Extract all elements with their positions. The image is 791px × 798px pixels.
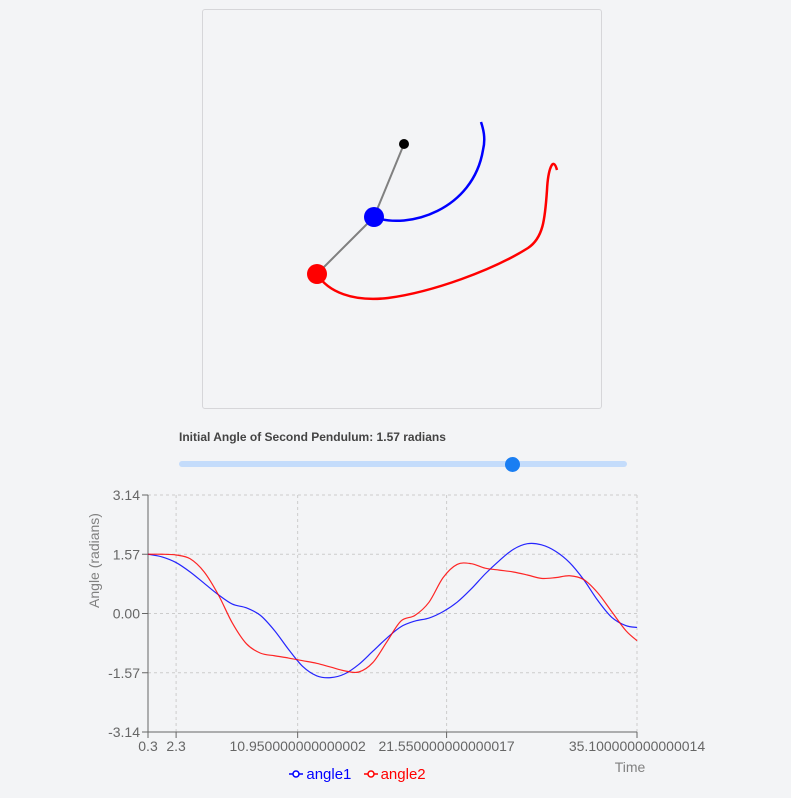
- x-tick-label-2: 10.950000000000002: [230, 738, 366, 754]
- bob-1[interactable]: [364, 207, 384, 227]
- series-line-angle1: [147, 542, 638, 679]
- y-axis-label: Angle (radians): [86, 513, 102, 608]
- legend-line-angle2-icon: [363, 770, 378, 778]
- legend-item-angle2[interactable]: angle2: [363, 765, 426, 783]
- slider-label: Initial Angle of Second Pendulum: 1.57 r…: [179, 430, 446, 444]
- bob-2[interactable]: [307, 264, 327, 284]
- pendulum-canvas: [202, 9, 602, 409]
- slider-track[interactable]: [179, 461, 627, 467]
- legend-label-angle2: angle2: [380, 765, 426, 783]
- pendulum-scene: [307, 121, 559, 301]
- x-tick-label-1: 2.3: [166, 738, 186, 754]
- y-tick-label-0: 3.14: [113, 487, 140, 503]
- y-tick-label-3: -1.57: [108, 665, 140, 681]
- y-tick-label-2: 0.00: [113, 606, 140, 622]
- legend-line-angle1-icon: [289, 770, 304, 778]
- rod-upper: [373, 143, 405, 218]
- x-tick-label-4: 35.100000000000014: [569, 738, 705, 754]
- legend-label-angle1: angle1: [306, 765, 352, 783]
- y-tick-label-1: 1.57: [113, 546, 140, 562]
- series-line-angle2: [147, 553, 638, 674]
- legend-item-angle1[interactable]: angle1: [289, 766, 351, 783]
- slider-thumb[interactable]: [505, 457, 520, 472]
- rod-lower: [316, 216, 375, 275]
- bob2-trail: [315, 162, 559, 301]
- y-tick-label-4: -3.14: [108, 724, 140, 740]
- pivot-point: [399, 139, 409, 149]
- x-tick-label-3: 21.550000000000017: [378, 738, 514, 754]
- angle-slider[interactable]: [179, 457, 627, 472]
- chart-legend: angle1 angle2: [0, 765, 715, 783]
- x-axis-label: Time: [615, 759, 646, 775]
- bob1-trail: [373, 121, 486, 222]
- x-tick-label-0: 0.3: [138, 738, 158, 754]
